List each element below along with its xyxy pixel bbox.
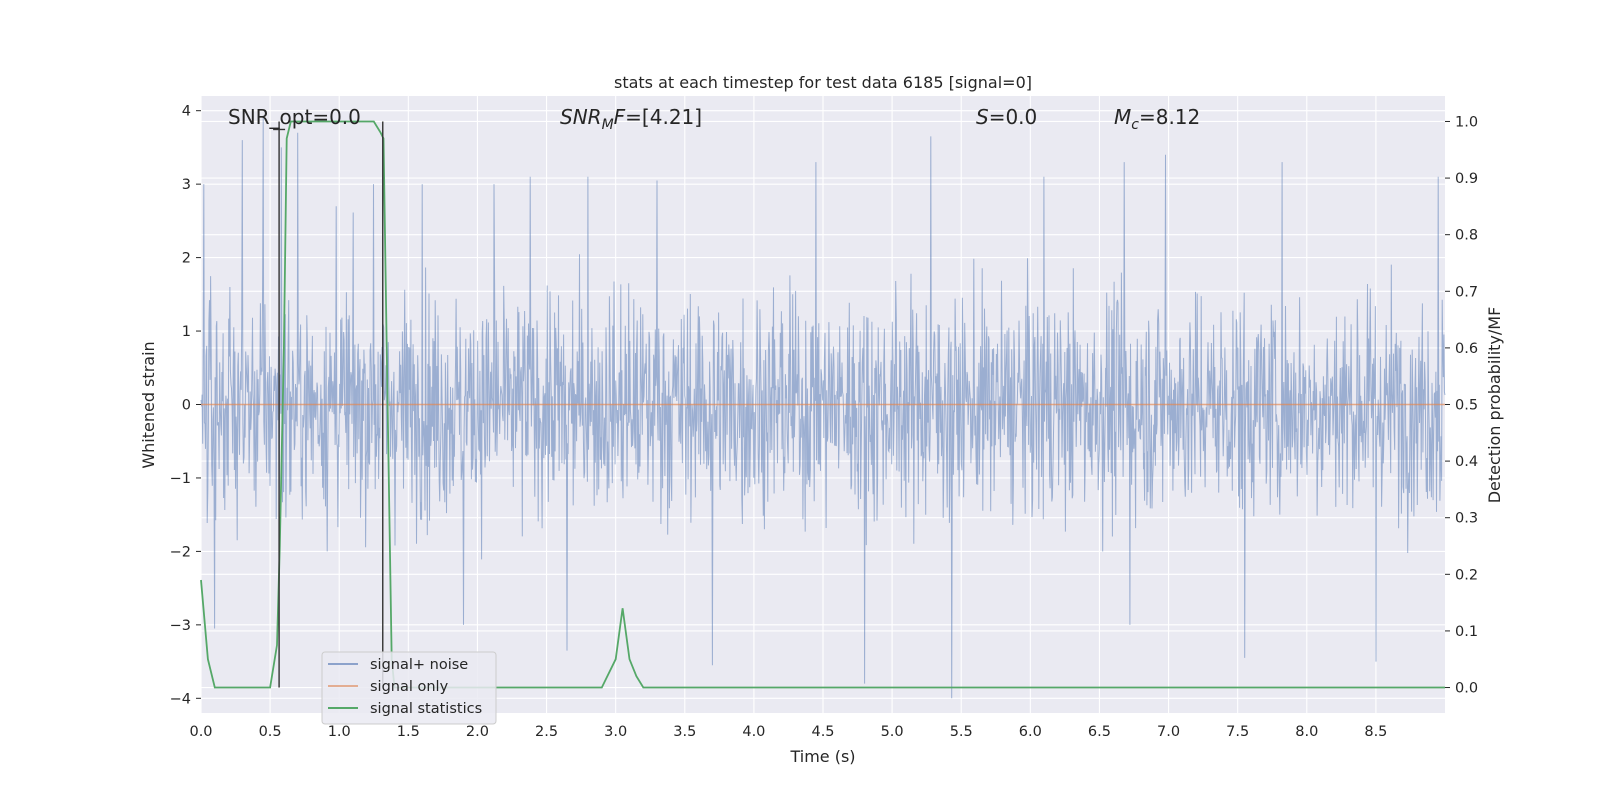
y2-tick-label: 0.2 <box>1455 567 1478 583</box>
snr-mf-rest-var: F <box>614 105 626 129</box>
event-markers <box>273 121 384 688</box>
snr-mf-annotation: SNRMF=[4.21] <box>560 105 702 133</box>
x-tick-label: 0.5 <box>259 724 282 740</box>
y2-tick-label: 0.1 <box>1455 624 1478 640</box>
s-var: S <box>976 105 989 129</box>
snr-opt-annotation: SNR_opt=0.0 <box>228 105 361 129</box>
y2-tick-label: 0.0 <box>1455 681 1478 697</box>
x-tick-label: 0.0 <box>189 724 212 740</box>
y-tick-label: −1 <box>170 471 191 487</box>
x-tick-label: 4.5 <box>811 724 834 740</box>
y2-axis-ticks: 0.0 0.1 0.2 0.3 0.4 0.5 0.6 0.7 0.8 0.9 1.0 <box>1445 114 1478 697</box>
x-axis-ticks: 0.0 0.5 1.0 1.5 2.0 2.5 3.0 3.5 4.0 4.5 5.0 5.5 6.0 6… <box>189 724 1387 740</box>
x-tick-label: 7.0 <box>1157 724 1180 740</box>
x-tick-label: 6.0 <box>1019 724 1042 740</box>
x-axis-label: Time (s) <box>789 747 855 766</box>
signal-noise-line <box>200 117 1446 699</box>
legend: signal+ noise signal only signal statist… <box>321 651 497 725</box>
y2-tick-label: 0.5 <box>1455 398 1478 414</box>
x-tick-label: 5.5 <box>950 724 973 740</box>
y-tick-label: 0 <box>182 398 191 414</box>
s-value: =0.0 <box>989 105 1038 129</box>
chart-title: stats at each timestep for test data 618… <box>614 73 1032 92</box>
y2-axis-label: Detection probability/MF <box>1485 307 1504 504</box>
x-tick-label: 6.5 <box>1088 724 1111 740</box>
s-annotation: S=0.0 <box>976 105 1037 129</box>
y2-tick-label: 0.3 <box>1455 511 1478 527</box>
x-tick-label: 7.5 <box>1226 724 1249 740</box>
y2-tick-label: 0.9 <box>1455 171 1478 187</box>
x-tick-label: 1.0 <box>328 724 351 740</box>
y-tick-label: −4 <box>170 691 191 707</box>
x-tick-label: 3.0 <box>604 724 627 740</box>
legend-label-signal-only: signal only <box>370 679 449 695</box>
y2-tick-label: 0.4 <box>1455 454 1478 470</box>
y2-tick-label: 0.8 <box>1455 228 1478 244</box>
y-tick-label: −2 <box>170 544 191 560</box>
x-tick-label: 5.0 <box>881 724 904 740</box>
signal-statistics-line <box>200 120 1445 689</box>
y-axis-ticks: −4 −3 −2 −1 0 1 2 3 4 <box>170 104 201 707</box>
series-signal-noise <box>200 117 1446 699</box>
snr-mf-sub: M <box>602 117 614 133</box>
y-axis-label: Whitened strain <box>139 341 158 468</box>
x-tick-label: 3.5 <box>673 724 696 740</box>
y-gridlines <box>201 110 1445 699</box>
legend-label-signal-statistics: signal statistics <box>370 701 482 717</box>
x-tick-label: 8.0 <box>1295 724 1318 740</box>
y-tick-label: −3 <box>170 618 191 634</box>
snr-mf-value: =[4.21] <box>625 105 702 129</box>
snr-mf-base: SNR <box>560 105 602 129</box>
y2-tick-label: 0.6 <box>1455 341 1478 357</box>
y-tick-label: 1 <box>182 324 191 340</box>
y-tick-label: 4 <box>182 104 191 120</box>
y-tick-label: 3 <box>182 177 191 193</box>
y2-tick-label: 1.0 <box>1455 114 1478 130</box>
mc-sub: c <box>1131 117 1139 133</box>
mc-value: =8.12 <box>1139 105 1200 129</box>
legend-box <box>321 651 497 725</box>
series-signal-statistics <box>200 120 1445 689</box>
mc-var: M <box>1114 105 1131 129</box>
x-tick-label: 1.5 <box>397 724 420 740</box>
legend-label-signal-noise: signal+ noise <box>370 657 468 673</box>
y-tick-label: 2 <box>182 251 191 267</box>
x-tick-label: 2.0 <box>466 724 489 740</box>
y2-tick-label: 0.7 <box>1455 284 1478 300</box>
x-tick-label: 8.5 <box>1364 724 1387 740</box>
mc-annotation: Mc=8.12 <box>1114 105 1200 133</box>
x-tick-label: 2.5 <box>535 724 558 740</box>
x-tick-label: 4.0 <box>742 724 765 740</box>
